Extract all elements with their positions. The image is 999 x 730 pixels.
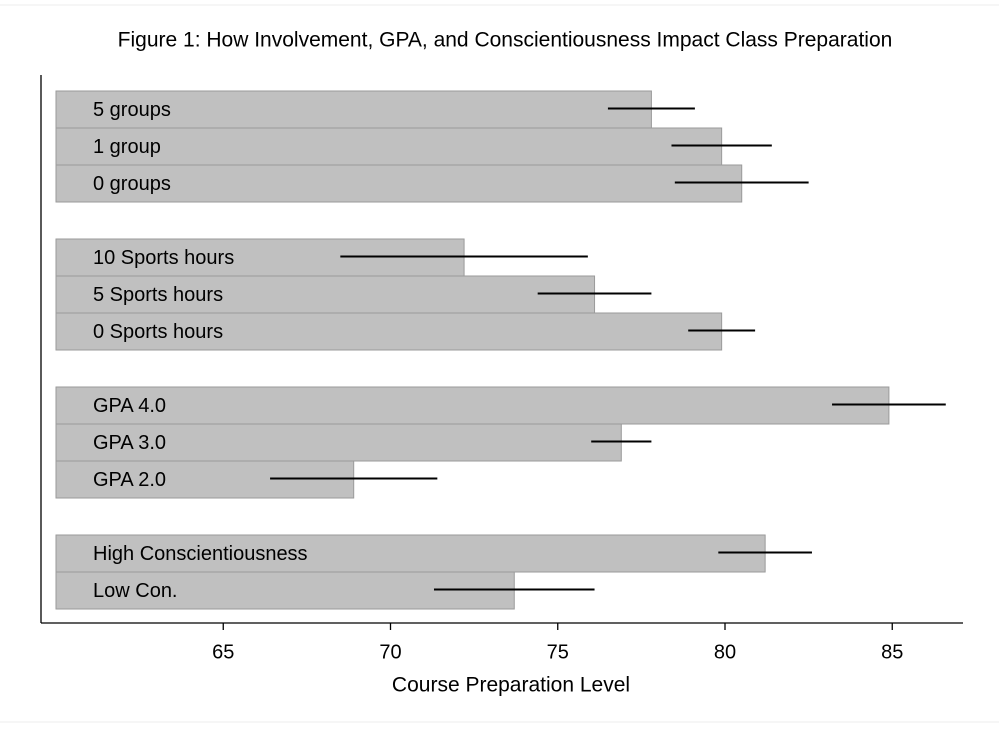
x-tick-label: 65 [212, 641, 234, 663]
bar [55, 275, 596, 314]
bar-label: High Conscientiousness [93, 543, 308, 565]
bar [55, 127, 723, 166]
bar-label: Low Con. [93, 580, 178, 602]
bar-label: 0 groups [93, 173, 171, 195]
x-tick-label: 75 [547, 641, 569, 663]
bar-label: 5 groups [93, 99, 171, 121]
bar-label: 10 Sports hours [93, 247, 234, 269]
x-tick-label: 85 [881, 641, 903, 663]
bar-label: 1 group [93, 136, 161, 158]
x-tick-label: 80 [714, 641, 736, 663]
bar-label: 0 Sports hours [93, 321, 223, 343]
x-tick-label: 70 [379, 641, 401, 663]
bar [55, 312, 723, 351]
x-axis-label: Course Preparation Level [392, 674, 630, 697]
bar-label: GPA 4.0 [93, 395, 166, 417]
bar-label: GPA 2.0 [93, 469, 166, 491]
bar [55, 386, 890, 425]
bar-label: 5 Sports hours [93, 284, 223, 306]
chart-title: Figure 1: How Involvement, GPA, and Cons… [118, 29, 893, 52]
bar-label: GPA 3.0 [93, 432, 166, 454]
bar [55, 423, 622, 462]
